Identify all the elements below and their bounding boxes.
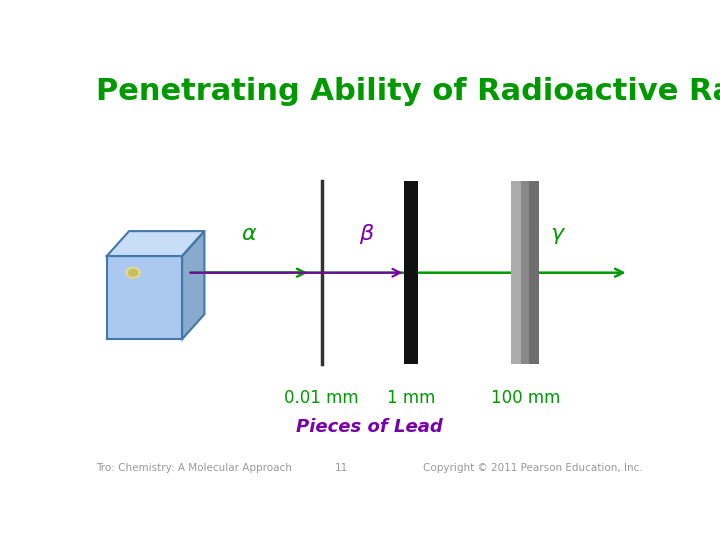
Bar xyxy=(511,181,521,364)
Text: 1 mm: 1 mm xyxy=(387,389,435,407)
Text: α: α xyxy=(242,224,256,244)
Text: γ: γ xyxy=(550,224,564,244)
Text: Copyright © 2011 Pearson Education, Inc.: Copyright © 2011 Pearson Education, Inc. xyxy=(423,463,642,473)
Bar xyxy=(529,181,539,364)
Bar xyxy=(404,181,418,364)
Bar xyxy=(107,256,182,339)
Text: 100 mm: 100 mm xyxy=(490,389,560,407)
Text: Penetrating Ability of Radioactive Rays: Penetrating Ability of Radioactive Rays xyxy=(96,77,720,106)
Text: Pieces of Lead: Pieces of Lead xyxy=(296,418,442,436)
Text: β: β xyxy=(359,224,374,244)
Circle shape xyxy=(129,269,138,276)
Text: 11: 11 xyxy=(335,463,348,473)
Text: Tro: Chemistry: A Molecular Approach: Tro: Chemistry: A Molecular Approach xyxy=(96,463,292,473)
Polygon shape xyxy=(182,231,204,339)
Circle shape xyxy=(126,267,140,278)
Text: 0.01 mm: 0.01 mm xyxy=(284,389,359,407)
Bar xyxy=(511,181,539,364)
Polygon shape xyxy=(107,231,204,256)
